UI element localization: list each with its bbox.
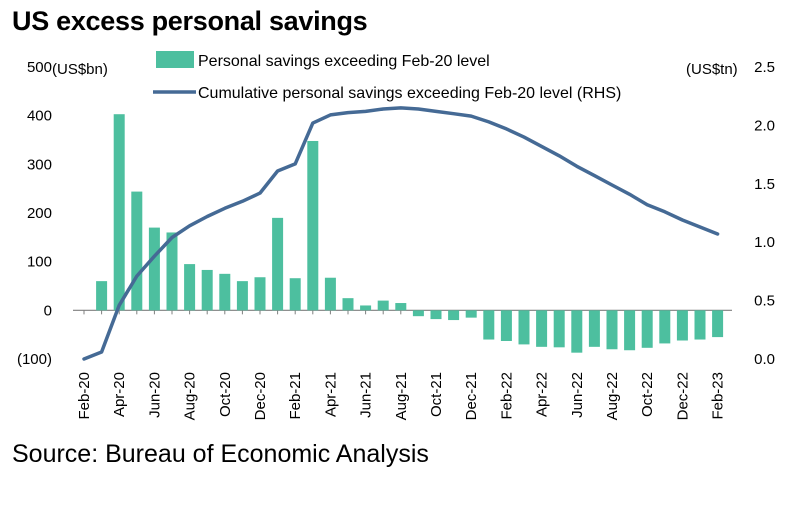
right-axis-unit-label: (US$tn) [686,61,738,78]
bar [96,281,108,311]
x-tick-label: Dec-21 [463,372,480,420]
right-axis-tick-label: 0.0 [754,351,775,368]
bar [272,217,284,311]
right-axis-tick-label: 0.5 [754,293,775,310]
bars-layer [96,114,724,353]
ticks-layer: 500 400 300 200 100 0 (100) 2.5 2.0 1.5 1.0 0.5 0.0 F… [17,59,775,420]
bar [360,305,372,311]
bar [236,281,248,311]
legend-bar-label: Personal savings exceeding Feb-20 level [198,53,490,70]
x-tick-label: Jun-20 [146,372,163,418]
bar [500,310,512,341]
bar [377,300,389,311]
bar [465,310,477,318]
x-tick-label: Oct-21 [428,372,445,417]
bar [166,232,178,311]
right-axis-tick-label: 2.5 [754,59,775,76]
line-layer [82,106,720,361]
bar [289,278,301,311]
bar [342,298,354,311]
series-line [82,106,720,361]
x-tick-label: Apr-20 [111,372,128,417]
bar [553,310,565,348]
x-tick-label: Apr-22 [534,372,551,417]
left-axis-tick-label: 400 [27,108,52,125]
x-tick-label: Aug-21 [393,372,410,420]
bar [395,303,407,311]
bar [659,310,671,344]
bar [676,310,688,341]
bar [694,310,706,340]
left-axis-unit-label: (US$bn) [52,61,108,78]
bar [624,310,636,351]
x-tick-label: Feb-21 [287,372,304,420]
x-tick-label: Apr-21 [322,372,339,417]
x-tick-label: Oct-22 [639,372,656,417]
right-axis-tick-label: 1.5 [754,176,775,193]
bar [536,310,548,347]
x-tick-label: Dec-22 [674,372,691,420]
bar [412,310,424,317]
left-axis-tick-label: (100) [17,351,52,368]
source-note: Source: Bureau of Economic Analysis [12,440,429,468]
bar [201,269,213,311]
chart-title: US excess personal savings [12,6,368,36]
legend: Personal savings exceeding Feb-20 level … [153,51,621,102]
bar [483,310,495,340]
x-tick-label: Feb-20 [76,372,93,420]
bar [606,310,618,350]
bar [518,310,530,345]
left-axis-tick-label: 100 [27,254,52,271]
bar [113,114,125,311]
x-tick-label: Oct-20 [217,372,234,417]
bar [148,227,160,311]
bar [641,310,653,348]
bar [324,277,336,311]
bar [448,310,460,321]
bar [712,310,724,338]
bar [219,273,231,311]
x-tick-label: Aug-22 [604,372,621,420]
legend-line-label: Cumulative personal savings exceeding Fe… [198,85,621,102]
x-tick-label: Feb-23 [710,372,727,420]
bar [184,264,196,311]
bar [430,310,442,320]
left-axis-tick-label: 200 [27,205,52,222]
x-tick-label: Aug-20 [182,372,199,420]
right-axis-tick-label: 1.0 [754,234,775,251]
bar [571,310,583,353]
x-tick-label: Jun-22 [569,372,586,418]
x-tick-label: Jun-21 [358,372,375,418]
left-axis-tick-label: 0 [44,302,52,319]
right-axis-tick-label: 2.0 [754,117,775,134]
bar [254,277,266,311]
legend-bar-swatch [156,51,194,68]
bar [307,140,319,311]
left-axis-tick-label: 300 [27,156,52,173]
bar [131,191,143,311]
bar [588,310,600,347]
x-tick-label: Feb-22 [498,372,515,420]
x-tick-label: Dec-20 [252,372,269,420]
left-axis-tick-label: 500 [27,59,52,76]
